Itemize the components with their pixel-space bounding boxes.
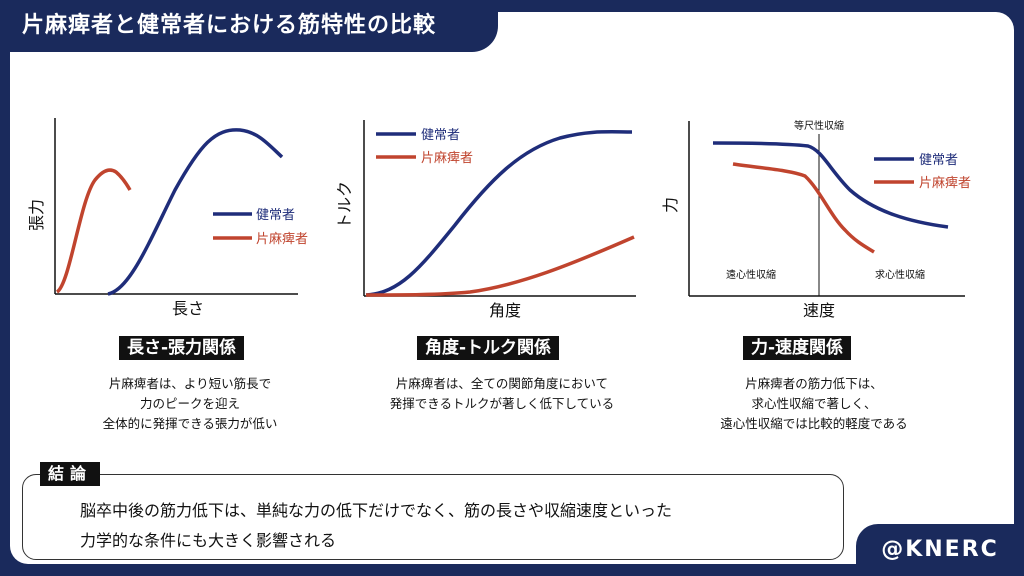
conclusion-text: 脳卒中後の筋力低下は、単純な力の低下だけでなく、筋の長さや収縮速度といった 力学… [80, 501, 673, 550]
conclusion-box [22, 474, 844, 560]
brand-label: @KNERC [856, 524, 1024, 576]
at-badge: 角度-トルク関係 [417, 336, 560, 360]
lt-badge: 長さ-張力関係 [119, 336, 245, 360]
lt-description: 片麻痺者は、より短い筋長で 力のピークを迎え 全体的に発揮できる張力が低い [102, 376, 278, 431]
fv-badge: 力-速度関係 [743, 336, 852, 360]
at-description: 片麻痺者は、全ての関節角度において 発揮できるトルクが著しく低下している [389, 376, 615, 411]
fv-description: 片麻痺者の筋力低下は、 求心性収縮で著しく、 遠心性収縮では比較的軽度である [720, 376, 908, 431]
conclusion-label: 結論 [40, 462, 101, 486]
slide-title: 片麻痺者と健常者における筋特性の比較 [0, 0, 498, 52]
